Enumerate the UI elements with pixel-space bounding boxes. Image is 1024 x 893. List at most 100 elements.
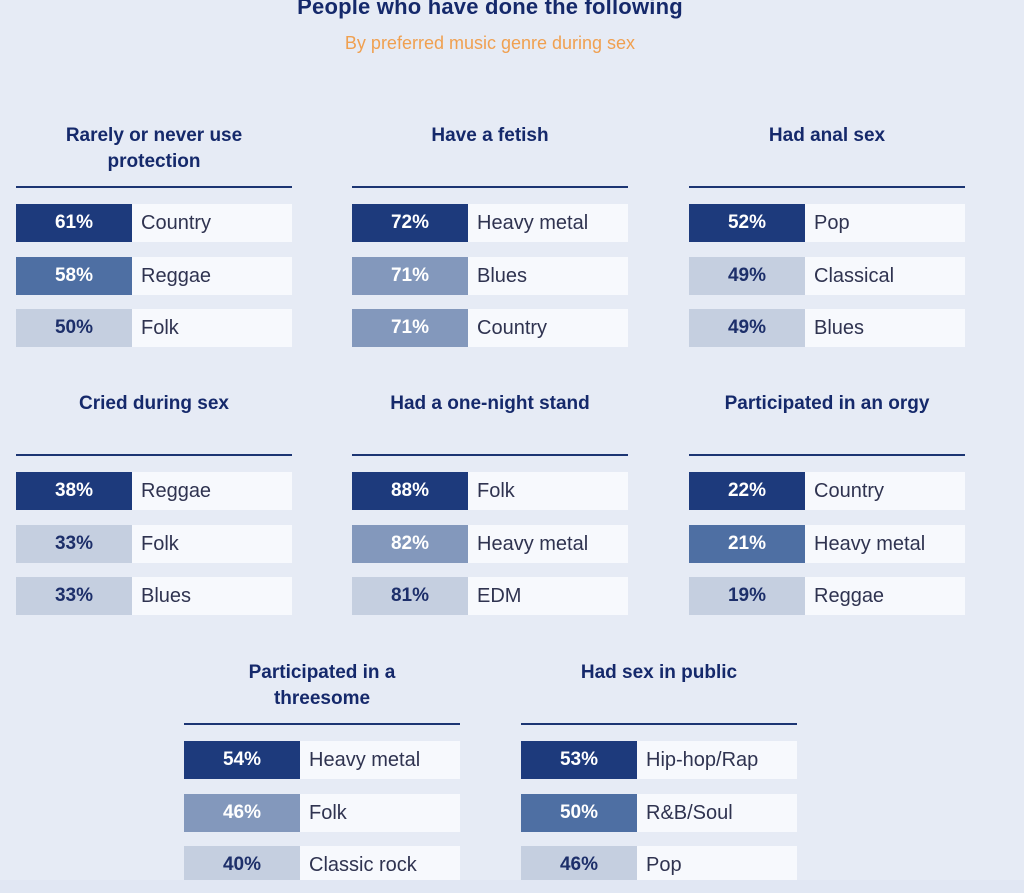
panel-title: Had anal sex [689, 113, 965, 181]
percent-label: 22% [689, 472, 805, 510]
percent-label: 53% [521, 741, 637, 779]
panel-divider [689, 454, 965, 456]
genre-label: Folk [132, 309, 292, 347]
panel-title: Participated in an orgy [689, 381, 965, 449]
genre-label: Blues [468, 257, 628, 295]
genre-label: Heavy metal [468, 525, 628, 563]
percent-label: 33% [16, 577, 132, 615]
stat-row: 46% Folk [184, 794, 460, 832]
genre-label: Reggae [132, 257, 292, 295]
panel-divider [352, 186, 628, 188]
panel-title-text: Had sex in public [580, 662, 738, 683]
stat-row: 53% Hip-hop/Rap [521, 741, 797, 779]
percent-label: 71% [352, 257, 468, 295]
panel-title-text: Had anal sex [768, 125, 886, 146]
genre-label: Blues [805, 309, 965, 347]
stat-panel: Had a one-night stand 88% Folk 82% Heavy met… [352, 381, 628, 621]
genre-label: Reggae [132, 472, 292, 510]
stat-row: 33% Blues [16, 577, 292, 615]
genre-label: Heavy metal [805, 525, 965, 563]
genre-label: Folk [300, 794, 460, 832]
stat-row: 46% Pop [521, 846, 797, 884]
genre-label: Country [805, 472, 965, 510]
percent-label: 88% [352, 472, 468, 510]
stat-row: 38% Reggae [16, 472, 292, 510]
stat-row: 72% Heavy metal [352, 204, 628, 242]
stat-row: 50% R&B/Soul [521, 794, 797, 832]
panel-title: Had sex in public [521, 650, 797, 718]
panel-title-text: Had a one-night stand [390, 393, 590, 414]
panel-title-text: Participated in a threesome [248, 662, 396, 709]
chart-subtitle: By preferred music genre during sex [344, 33, 636, 53]
stat-row: 88% Folk [352, 472, 628, 510]
percent-label: 52% [689, 204, 805, 242]
panel-divider [352, 454, 628, 456]
panel-title: Have a fetish [352, 113, 628, 181]
panel-title: Participated in a threesome [184, 650, 460, 718]
stat-row: 61% Country [16, 204, 292, 242]
panel-title-text: Cried during sex [79, 393, 229, 414]
panel-title-text: Rarely or never use protection [65, 125, 243, 172]
stat-panel: Participated in a threesome 54% Heavy meta… [184, 650, 460, 890]
percent-label: 54% [184, 741, 300, 779]
panel-divider [521, 723, 797, 725]
stat-row: 58% Reggae [16, 257, 292, 295]
stat-row: 71% Country [352, 309, 628, 347]
panel-divider [184, 723, 460, 725]
chart-title: People who have done the following [297, 0, 683, 19]
stat-panel: Cried during sex 38% Reggae 33% Folk 33% Blues [16, 381, 292, 621]
genre-label: Pop [637, 846, 797, 884]
percent-label: 40% [184, 846, 300, 884]
panel-title-text: Participated in an orgy [724, 393, 930, 414]
percent-label: 61% [16, 204, 132, 242]
percent-label: 82% [352, 525, 468, 563]
stat-row: 71% Blues [352, 257, 628, 295]
percent-label: 50% [521, 794, 637, 832]
genre-label: Blues [132, 577, 292, 615]
stat-row: 49% Blues [689, 309, 965, 347]
genre-label: Hip-hop/Rap [637, 741, 797, 779]
stat-row: 22% Country [689, 472, 965, 510]
panel-title: Rarely or never use protection [16, 113, 292, 181]
percent-label: 49% [689, 309, 805, 347]
stat-row: 82% Heavy metal [352, 525, 628, 563]
genre-label: Reggae [805, 577, 965, 615]
stat-row: 49% Classical [689, 257, 965, 295]
panel-title: Had a one-night stand [352, 381, 628, 449]
genre-label: Folk [132, 525, 292, 563]
genre-label: Country [132, 204, 292, 242]
genre-label: Heavy metal [300, 741, 460, 779]
stat-row: 81% EDM [352, 577, 628, 615]
genre-label: Classic rock [300, 846, 460, 884]
stat-row: 19% Reggae [689, 577, 965, 615]
stat-panel: Had sex in public 53% Hip-hop/Rap 50% R&B/So… [521, 650, 797, 890]
genre-label: Heavy metal [468, 204, 628, 242]
genre-label: Country [468, 309, 628, 347]
panel-divider [16, 454, 292, 456]
percent-label: 72% [352, 204, 468, 242]
stat-panel: Had anal sex 52% Pop 49% Classical 49% Blues [689, 113, 965, 353]
panel-divider [689, 186, 965, 188]
genre-label: Classical [805, 257, 965, 295]
stat-row: 33% Folk [16, 525, 292, 563]
genre-label: Folk [468, 472, 628, 510]
percent-label: 58% [16, 257, 132, 295]
stat-panel: Participated in an orgy 22% Country 21% Heav… [689, 381, 965, 621]
percent-label: 49% [689, 257, 805, 295]
panel-divider [16, 186, 292, 188]
genre-label: Pop [805, 204, 965, 242]
percent-label: 21% [689, 525, 805, 563]
stat-row: 21% Heavy metal [689, 525, 965, 563]
stat-row: 54% Heavy metal [184, 741, 460, 779]
percent-label: 50% [16, 309, 132, 347]
stat-row: 50% Folk [16, 309, 292, 347]
genre-label: R&B/Soul [637, 794, 797, 832]
panel-title: Cried during sex [16, 381, 292, 449]
genre-label: EDM [468, 577, 628, 615]
bottom-edge [0, 880, 1024, 893]
percent-label: 38% [16, 472, 132, 510]
stat-panel: Have a fetish 72% Heavy metal 71% Blues 71% Co… [352, 113, 628, 353]
percent-label: 19% [689, 577, 805, 615]
percent-label: 81% [352, 577, 468, 615]
panel-title-text: Have a fetish [431, 125, 549, 146]
